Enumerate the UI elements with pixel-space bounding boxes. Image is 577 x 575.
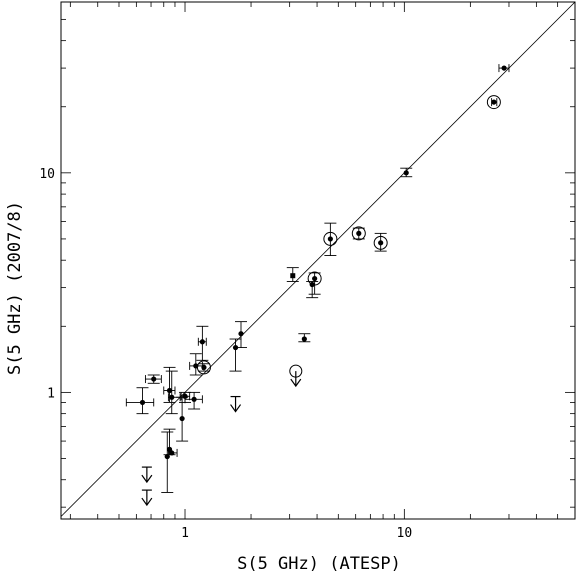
data-point (167, 448, 178, 457)
upper-limit-arrow-head (141, 497, 153, 507)
dot-marker (491, 99, 497, 105)
dot-marker (191, 396, 197, 402)
data-points (125, 64, 510, 507)
data-point (289, 364, 303, 388)
dot-marker (166, 387, 173, 394)
dot-marker (179, 415, 185, 422)
data-point (163, 428, 176, 456)
x-axis-label: S(5 GHz) (ATESP) (237, 554, 401, 574)
data-point (286, 267, 299, 282)
data-point (229, 338, 242, 372)
data-point (196, 325, 209, 361)
data-point (400, 167, 413, 178)
dot-marker (309, 281, 315, 288)
dot-marker (139, 399, 146, 406)
circle-highlight (486, 95, 501, 110)
square-marker (290, 273, 296, 279)
data-point (486, 95, 501, 110)
dot-marker (151, 376, 157, 382)
x-tick-label-1: 1 (181, 526, 189, 541)
y-axis-label: S(5 GHz) (2007/8) (5, 201, 25, 375)
circle-highlight (351, 226, 366, 241)
data-point (234, 321, 247, 349)
dot-marker (378, 240, 384, 246)
data-point (141, 489, 153, 507)
dot-marker (169, 450, 175, 456)
data-point (373, 232, 388, 252)
dot-marker (403, 170, 409, 176)
data-point (230, 395, 242, 413)
dot-marker (356, 230, 362, 236)
upper-limit-arrow-head (141, 474, 153, 484)
dot-marker (312, 275, 318, 282)
dot-marker (301, 336, 307, 342)
y-tick-label-10: 10 (39, 167, 55, 182)
dot-marker (232, 344, 239, 351)
dot-marker (164, 453, 170, 460)
x-tick-label-10: 10 (397, 526, 413, 541)
data-point (323, 222, 338, 256)
data-point (125, 387, 155, 415)
data-point (144, 374, 162, 384)
dot-marker (193, 363, 199, 369)
upper-limit-arrow-head (230, 404, 242, 413)
axis-ticks (61, 1, 576, 519)
data-point (498, 64, 510, 73)
data-point (161, 431, 174, 493)
dot-marker (327, 236, 333, 242)
upper-limit-arrow-head (290, 378, 302, 388)
reference-line-y-equals-x (60, 1, 576, 517)
circle-highlight (323, 231, 338, 246)
y-tick-label-1: 1 (47, 386, 55, 401)
plot-frame (60, 1, 576, 520)
circle-highlight (373, 235, 388, 250)
dot-marker (199, 339, 205, 345)
data-point (196, 360, 211, 375)
data-point (141, 466, 153, 484)
dot-marker (169, 394, 175, 400)
data-point (351, 226, 366, 241)
data-point (189, 353, 203, 376)
data-point (184, 391, 203, 410)
dot-marker (238, 331, 244, 337)
data-point (176, 396, 189, 442)
data-point (306, 281, 319, 299)
data-point (298, 333, 311, 343)
dot-marker (501, 65, 507, 71)
